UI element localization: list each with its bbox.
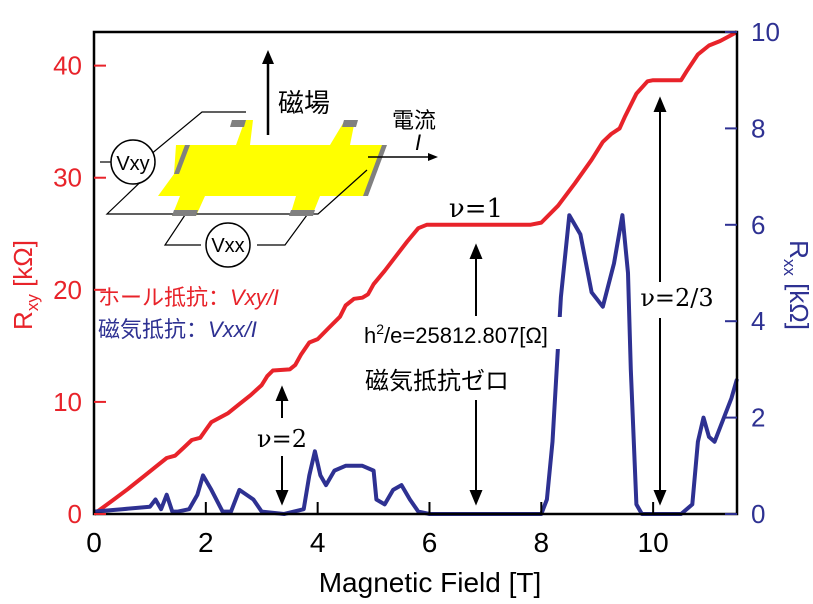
series-line-hall <box>92 30 738 516</box>
vxx-wire-left <box>163 214 201 246</box>
x-tick-label: 6 <box>422 527 438 558</box>
zero-mr-label: 磁気抵抗ゼロ <box>365 368 509 395</box>
vxx-label: Vxx <box>211 235 244 257</box>
arrow-nu1-down-head <box>469 490 483 506</box>
right-tick-label: 2 <box>751 403 765 433</box>
left-tick-label: 20 <box>53 275 82 305</box>
left-axis-label: Rxy [kΩ] <box>8 240 42 330</box>
arrow-nu2-up-head <box>275 385 289 401</box>
zero-mr-bg <box>362 362 530 396</box>
field-arrow-head <box>262 50 274 64</box>
current-arrow-head <box>428 153 438 161</box>
arrow-nu1-up-head <box>469 243 483 259</box>
left-tick-label: 40 <box>53 51 82 81</box>
sample-bar <box>158 120 385 216</box>
left-tick-label: 30 <box>53 163 82 193</box>
left-tick-label: 10 <box>53 387 82 417</box>
nu2-label: ν=2 <box>257 425 307 453</box>
arrow-nu23-up-head <box>653 96 667 112</box>
series-layer <box>92 30 739 516</box>
vxy-label: Vxy <box>116 153 149 175</box>
right-tick-label: 0 <box>751 499 765 529</box>
right-tick-label: 8 <box>751 113 765 143</box>
x-tick-label: 0 <box>86 527 102 558</box>
right-tick-label: 10 <box>751 17 780 47</box>
right-axis-label: Rxx [kΩ] <box>780 240 813 330</box>
contact-pad <box>230 120 246 127</box>
nu1-label: ν=1 <box>449 194 503 224</box>
hall-const-bg <box>360 317 598 349</box>
right-tick-label: 4 <box>751 306 765 336</box>
left-tick-label: 0 <box>68 499 82 529</box>
hall-constant: h2/e=25812.807[Ω] <box>364 321 548 348</box>
contact-pad <box>172 210 198 216</box>
contact-pad <box>289 210 315 216</box>
contact-pad <box>342 120 358 127</box>
arrow-nu23-down-head <box>653 490 667 506</box>
x-tick-label: 8 <box>534 527 550 558</box>
x-tick-label: 2 <box>198 527 214 558</box>
x-tick-label: 4 <box>310 527 326 558</box>
x-axis-label: Magnetic Field [T] <box>319 567 542 598</box>
left-tick-group: 0 10 20 30 40 <box>53 51 106 529</box>
vxx-wire-right <box>257 214 308 246</box>
current-symbol: I <box>415 130 421 155</box>
contact-pad <box>174 145 190 174</box>
vxx-meter <box>205 222 251 268</box>
right-tick-label: 6 <box>751 210 765 240</box>
top-wire <box>149 111 246 156</box>
axes-frame <box>92 30 739 516</box>
vxy-meter <box>110 139 156 185</box>
current-label: 電流 <box>392 108 436 133</box>
right-tick-group: 0 2 4 6 8 10 <box>725 17 780 529</box>
legend-mr: 磁気抵抗：Vxx/I <box>98 317 257 342</box>
field-label: 磁場 <box>278 88 330 118</box>
arrow-nu2-down-head <box>275 490 289 506</box>
annotation-arrows <box>275 96 667 506</box>
x-tick-group: 0 2 4 6 8 10 <box>86 502 669 558</box>
nu23-label: ν=2/3 <box>640 284 713 312</box>
vxy-wire <box>105 169 368 215</box>
legend-hall: ホール抵抗：Vxy/I <box>98 285 279 310</box>
x-tick-label: 10 <box>638 527 669 558</box>
